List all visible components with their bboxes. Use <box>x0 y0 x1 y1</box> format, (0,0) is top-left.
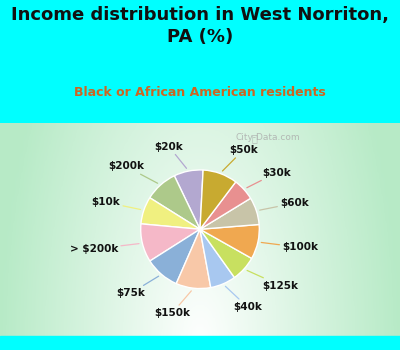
Wedge shape <box>200 224 259 258</box>
Text: Black or African American residents: Black or African American residents <box>74 86 326 99</box>
Text: $30k: $30k <box>247 168 291 188</box>
Text: $60k: $60k <box>260 198 309 210</box>
Wedge shape <box>150 176 200 229</box>
Text: Income distribution in West Norriton,
PA (%): Income distribution in West Norriton, PA… <box>11 6 389 46</box>
Wedge shape <box>174 170 203 229</box>
Text: $75k: $75k <box>116 276 159 298</box>
Wedge shape <box>200 229 234 288</box>
Wedge shape <box>176 229 211 288</box>
Text: $10k: $10k <box>92 197 140 210</box>
Wedge shape <box>200 229 252 278</box>
Text: > $200k: > $200k <box>70 244 139 254</box>
Bar <box>0 336 400 350</box>
Wedge shape <box>200 182 250 229</box>
Text: $40k: $40k <box>226 286 262 312</box>
Text: City-Data.com: City-Data.com <box>236 133 300 142</box>
Wedge shape <box>141 198 200 229</box>
Wedge shape <box>141 224 200 261</box>
Text: $150k: $150k <box>154 291 191 318</box>
Text: $100k: $100k <box>261 242 318 252</box>
Wedge shape <box>200 198 259 229</box>
Text: $200k: $200k <box>108 161 158 183</box>
Text: $20k: $20k <box>155 142 186 168</box>
Text: ⓘ: ⓘ <box>252 133 258 143</box>
Wedge shape <box>150 229 200 284</box>
Text: $50k: $50k <box>222 145 258 171</box>
Wedge shape <box>200 170 236 229</box>
Text: $125k: $125k <box>247 271 299 290</box>
